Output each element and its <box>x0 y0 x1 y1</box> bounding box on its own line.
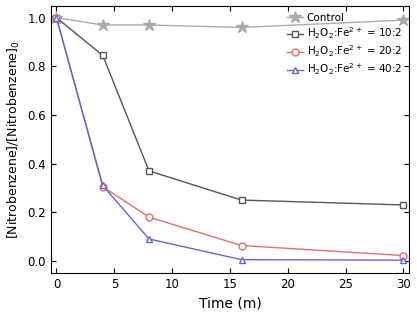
Line: H$_2$O$_2$:Fe$^{2+}$ = 40:2: H$_2$O$_2$:Fe$^{2+}$ = 40:2 <box>53 14 407 264</box>
H$_2$O$_2$:Fe$^{2+}$ = 20:2 <box>239 244 244 247</box>
H$_2$O$_2$:Fe$^{2+}$ = 40:2 <box>401 258 406 262</box>
Control <box>100 23 105 27</box>
H$_2$O$_2$:Fe$^{2+}$ = 10:2 <box>54 16 59 20</box>
Legend: Control, H$_2$O$_2$:Fe$^{2+}$ = 10:2, H$_2$O$_2$:Fe$^{2+}$ = 20:2, H$_2$O$_2$:Fe: Control, H$_2$O$_2$:Fe$^{2+}$ = 10:2, H$… <box>285 11 404 80</box>
H$_2$O$_2$:Fe$^{2+}$ = 20:2 <box>401 254 406 258</box>
H$_2$O$_2$:Fe$^{2+}$ = 40:2 <box>100 184 105 187</box>
Control <box>401 18 406 22</box>
H$_2$O$_2$:Fe$^{2+}$ = 20:2 <box>100 185 105 189</box>
H$_2$O$_2$:Fe$^{2+}$ = 10:2 <box>146 169 151 173</box>
Control <box>239 26 244 29</box>
Line: Control: Control <box>50 11 410 34</box>
H$_2$O$_2$:Fe$^{2+}$ = 40:2 <box>239 258 244 262</box>
H$_2$O$_2$:Fe$^{2+}$ = 10:2 <box>401 203 406 207</box>
Line: H$_2$O$_2$:Fe$^{2+}$ = 10:2: H$_2$O$_2$:Fe$^{2+}$ = 10:2 <box>53 14 407 209</box>
H$_2$O$_2$:Fe$^{2+}$ = 20:2 <box>146 215 151 219</box>
Control <box>146 23 151 27</box>
H$_2$O$_2$:Fe$^{2+}$ = 20:2 <box>54 16 59 20</box>
X-axis label: Time (m): Time (m) <box>198 296 261 310</box>
Y-axis label: [Nitrobenzene]/[Nitrobenzene]$_0$: [Nitrobenzene]/[Nitrobenzene]$_0$ <box>5 40 22 239</box>
Line: H$_2$O$_2$:Fe$^{2+}$ = 20:2: H$_2$O$_2$:Fe$^{2+}$ = 20:2 <box>53 14 407 259</box>
H$_2$O$_2$:Fe$^{2+}$ = 10:2 <box>100 53 105 57</box>
H$_2$O$_2$:Fe$^{2+}$ = 40:2 <box>146 237 151 241</box>
H$_2$O$_2$:Fe$^{2+}$ = 40:2 <box>54 16 59 20</box>
H$_2$O$_2$:Fe$^{2+}$ = 10:2 <box>239 198 244 202</box>
Control <box>54 16 59 20</box>
